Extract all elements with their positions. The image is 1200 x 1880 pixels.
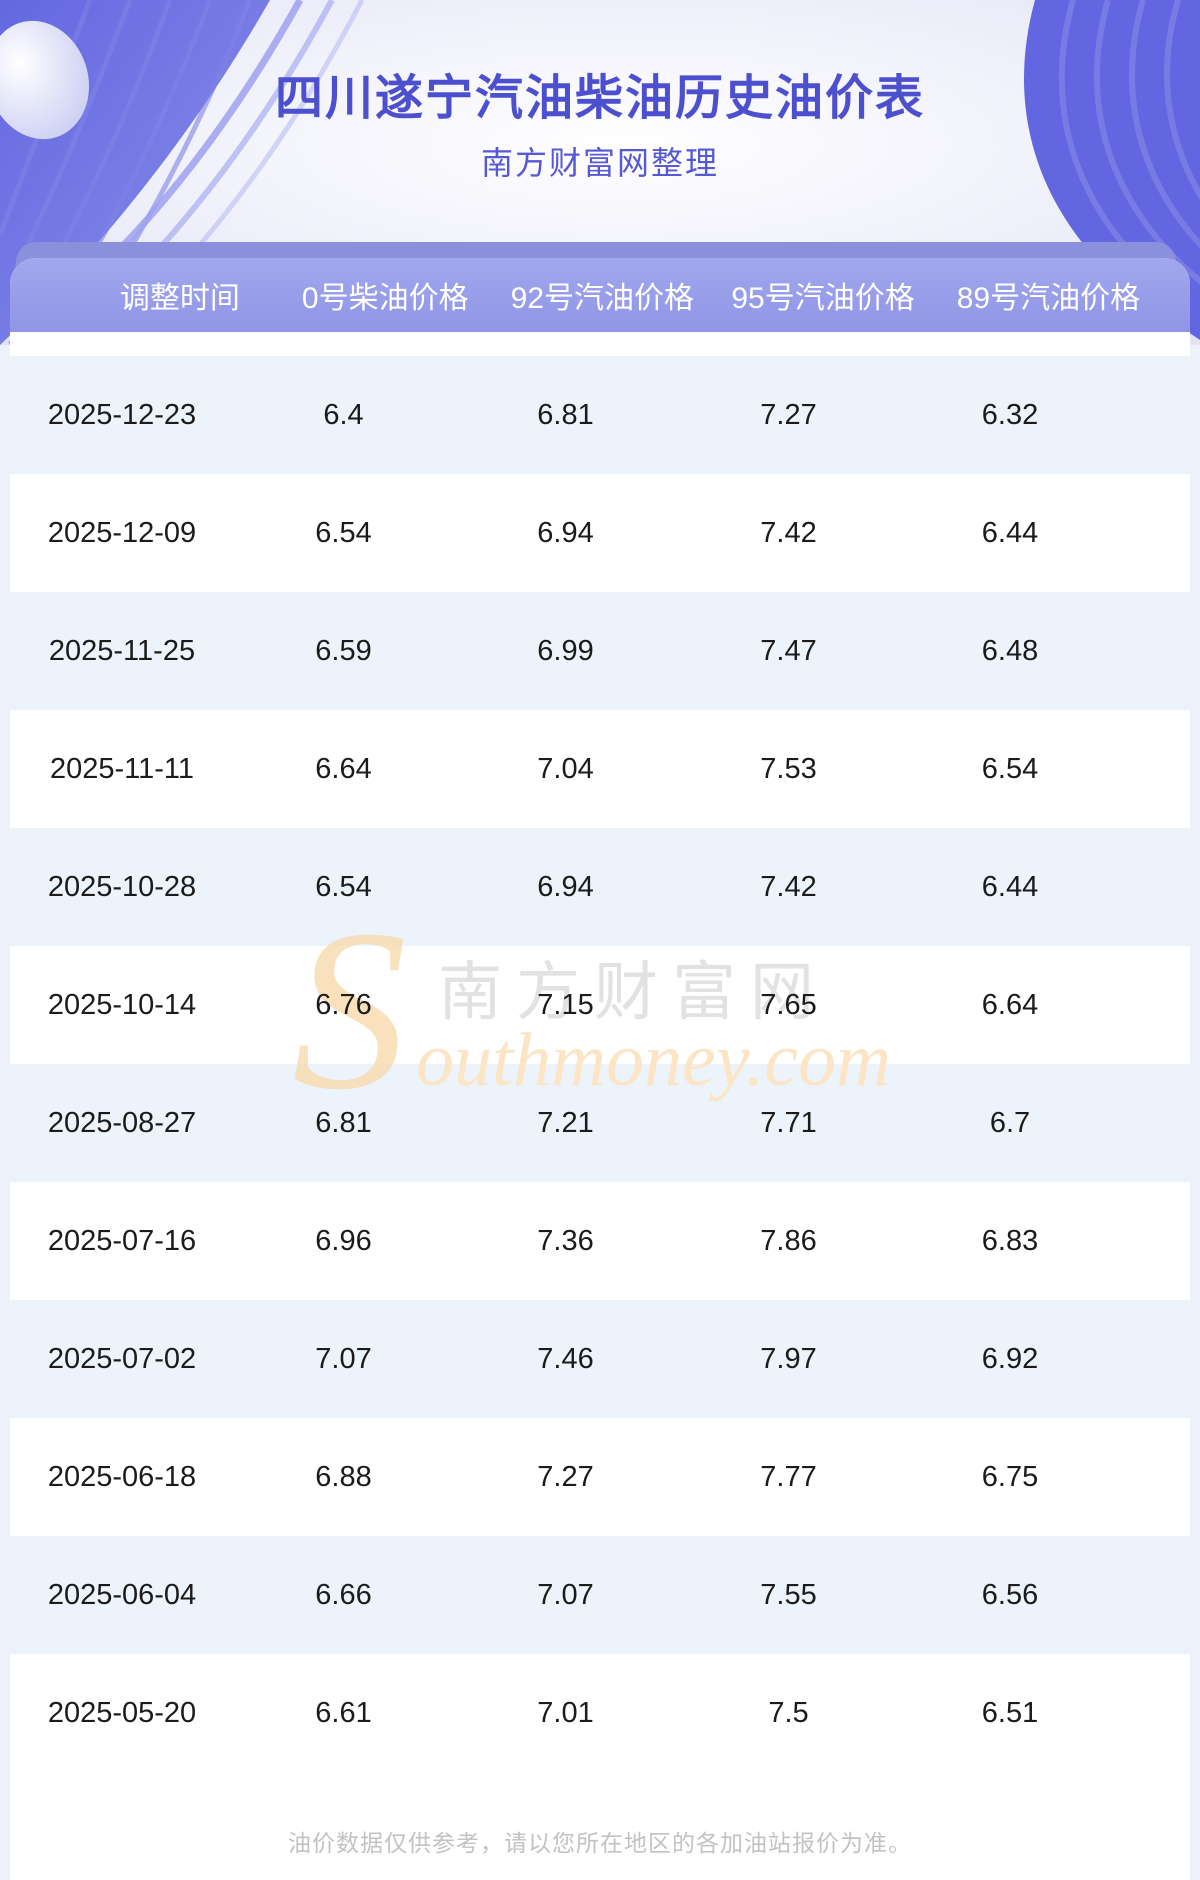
cell-gas95: 7.5 [768,1696,809,1729]
cell-diesel0: 7.07 [315,1342,372,1375]
cell-gas95: 7.71 [760,1106,817,1139]
table-row: 2025-06-04 6.66 7.07 7.55 6.56 [10,1536,1190,1654]
cell-gas95: 7.65 [760,988,817,1021]
column-header-gas89: 89号汽油价格 [956,282,1141,315]
page-subtitle: 南方财富网整理 [480,145,719,181]
cell-gas92: 7.36 [537,1224,594,1257]
cell-gas92: 6.81 [537,398,594,431]
cell-diesel0: 6.61 [315,1696,372,1729]
cell-gas95: 7.77 [760,1460,817,1493]
cell-gas89: 6.7 [989,1106,1031,1139]
cell-date: 2025-07-16 [47,1224,197,1257]
table-row: 2025-12-23 6.4 6.81 7.27 6.32 [10,356,1190,474]
cell-diesel0: 6.96 [315,1224,372,1257]
column-header-date: 调整时间 [119,282,240,315]
cell-date: 2025-05-20 [47,1696,197,1729]
cell-gas95: 7.97 [760,1342,817,1375]
cell-gas89: 6.75 [981,1460,1039,1493]
cell-gas92: 6.94 [537,870,594,903]
cell-gas92: 7.15 [537,988,594,1021]
table-row: 2025-06-18 6.88 7.27 7.77 6.75 [10,1418,1190,1536]
cell-date: 2025-12-23 [47,398,197,431]
table-row: 2025-11-11 6.64 7.04 7.53 6.54 [10,710,1190,828]
cell-date: 2025-06-18 [47,1460,197,1493]
cell-diesel0: 6.54 [315,870,372,903]
table-header-row: 调整时间 0号柴油价格 92号汽油价格 95号汽油价格 89号汽油价格 [10,258,1190,332]
column-header-gas95: 95号汽油价格 [731,282,915,315]
cell-gas89: 6.56 [981,1578,1039,1611]
cell-gas89: 6.92 [981,1342,1039,1375]
cell-gas95: 7.55 [760,1578,817,1611]
cell-gas92: 7.04 [537,752,594,785]
cell-date: 2025-07-02 [47,1342,197,1375]
cell-date: 2025-12-09 [47,516,197,549]
cell-gas95: 7.53 [760,752,817,785]
table-row: 2025-08-27 6.81 7.21 7.71 6.7 [10,1064,1190,1182]
table-row: 2025-10-28 6.54 6.94 7.42 6.44 [10,828,1190,946]
cell-diesel0: 6.64 [315,752,372,785]
cell-gas92: 6.99 [537,634,594,667]
cell-gas89: 6.32 [981,398,1039,431]
cell-gas92: 7.46 [537,1342,594,1375]
cell-date: 2025-06-04 [47,1578,197,1611]
cell-gas92: 6.94 [537,516,594,549]
cell-diesel0: 6.66 [315,1578,372,1611]
column-header-diesel0: 0号柴油价格 [301,282,469,315]
table-row: 2025-12-09 6.54 6.94 7.42 6.44 [10,474,1190,592]
cell-gas89: 6.54 [981,752,1039,785]
cell-diesel0: 6.59 [315,634,372,667]
table-row: 2025-07-02 7.07 7.46 7.97 6.92 [10,1300,1190,1418]
cell-gas95: 7.27 [760,398,817,431]
cell-date: 2025-08-27 [47,1106,197,1139]
cell-date: 2025-11-25 [48,634,196,667]
cell-gas95: 7.86 [760,1224,817,1257]
cell-diesel0: 6.54 [315,516,372,549]
cell-gas92: 7.07 [537,1578,594,1611]
price-table-card: 调整时间 0号柴油价格 92号汽油价格 95号汽油价格 89号汽油价格 2025… [10,258,1190,1880]
cell-gas92: 7.01 [537,1696,594,1729]
disclaimer-note: 油价数据仅供参考，请以您所在地区的各加油站报价为准。 [288,1830,912,1856]
cell-date: 2025-10-14 [47,988,197,1021]
table-row: 2025-10-14 6.76 7.15 7.65 6.64 [10,946,1190,1064]
light-bubble-decoration [0,20,90,140]
cell-gas89: 6.48 [981,634,1039,667]
cell-gas89: 6.44 [981,870,1039,903]
table-row: 2025-07-16 6.96 7.36 7.86 6.83 [10,1182,1190,1300]
cell-diesel0: 6.88 [315,1460,372,1493]
cell-diesel0: 6.81 [315,1106,372,1139]
cell-diesel0: 6.4 [323,398,364,431]
cell-date: 2025-11-11 [49,752,195,785]
table-row: 2025-11-25 6.59 6.99 7.47 6.48 [10,592,1190,710]
cell-gas95: 7.42 [760,516,817,549]
cell-gas95: 7.47 [760,634,817,667]
cell-gas89: 6.51 [981,1696,1039,1729]
cell-gas92: 7.21 [537,1106,594,1139]
cell-date: 2025-10-28 [47,870,197,903]
header-gap [10,332,1190,356]
table-row: 2025-05-20 6.61 7.01 7.5 6.51 [10,1654,1190,1772]
cell-diesel0: 6.76 [315,988,372,1021]
cell-gas89: 6.83 [981,1224,1039,1257]
cell-gas92: 7.27 [537,1460,594,1493]
cell-gas95: 7.42 [760,870,817,903]
cell-gas89: 6.64 [981,988,1039,1021]
page-title: 四川遂宁汽油柴油历史油价表 [274,72,925,125]
cell-gas89: 6.44 [981,516,1039,549]
column-header-gas92: 92号汽油价格 [510,282,695,315]
